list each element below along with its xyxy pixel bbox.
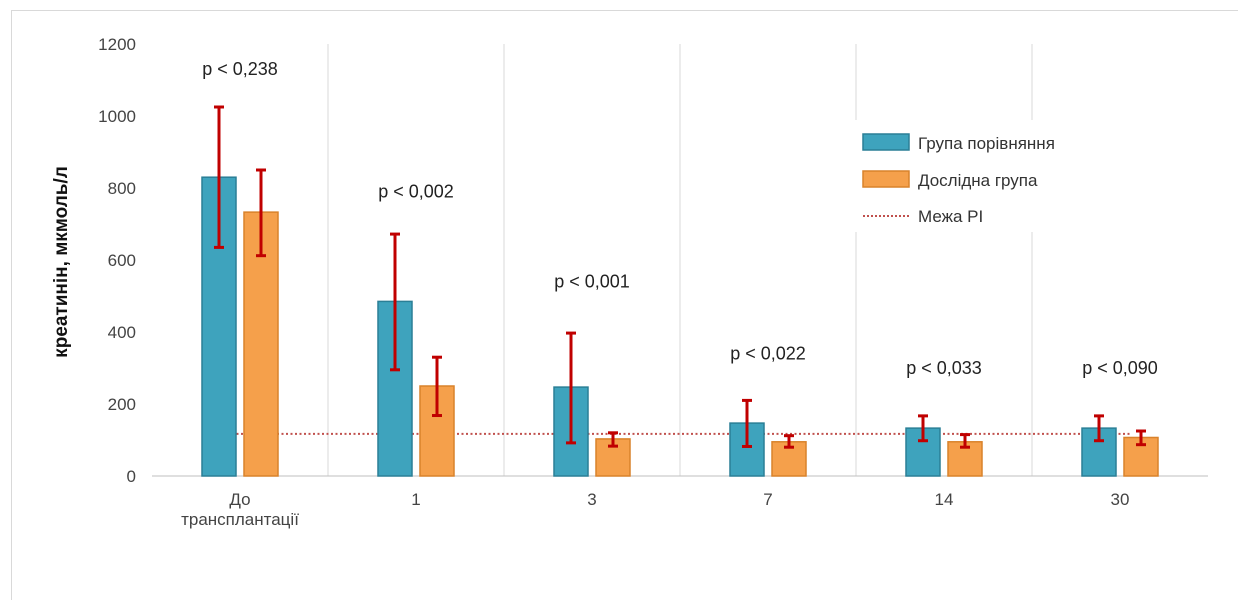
- bar-comparison: [905, 427, 941, 477]
- p-value-label: p < 0,022: [730, 344, 806, 364]
- legend-swatch-comparison: [862, 133, 910, 151]
- y-tick-label: 1000: [98, 107, 136, 126]
- legend-label-experimental: Дослідна група: [918, 171, 1038, 190]
- x-category-label: 7: [763, 490, 772, 509]
- y-tick-label: 600: [108, 251, 136, 270]
- p-value-label: p < 0,001: [554, 272, 630, 292]
- legend-swatch-experimental: [862, 170, 910, 188]
- y-tick-label: 0: [127, 467, 136, 486]
- y-tick-label: 800: [108, 179, 136, 198]
- p-value-label: p < 0,033: [906, 358, 982, 378]
- x-category-label-line: 3: [587, 490, 596, 509]
- x-category-label-line: До: [229, 490, 250, 509]
- p-value-label: p < 0,090: [1082, 358, 1158, 378]
- x-category-label-line: 30: [1111, 490, 1130, 509]
- x-category-label-line: 14: [935, 490, 954, 509]
- x-category-label: 1: [411, 490, 420, 509]
- x-category-label: 30: [1111, 490, 1130, 509]
- x-category-label-line: трансплантації: [181, 510, 299, 529]
- p-value-label: p < 0,002: [378, 182, 454, 202]
- legend-label-comparison: Група порівняння: [918, 134, 1055, 153]
- legend: Група порівняння Дослідна група Межа РІ: [852, 120, 1122, 232]
- x-category-label: 3: [587, 490, 596, 509]
- y-tick-label: 400: [108, 323, 136, 342]
- y-tick-label: 1200: [98, 35, 136, 54]
- y-tick-label: 200: [108, 395, 136, 414]
- legend-label-ri-limit: Межа РІ: [918, 207, 983, 226]
- p-value-label: p < 0,238: [202, 59, 278, 79]
- x-category-label: 14: [935, 490, 954, 509]
- x-category-label: До трансплантації: [181, 490, 299, 529]
- y-axis-label: креатинін, мкмоль/л: [51, 166, 72, 358]
- x-category-label-line: 7: [763, 490, 772, 509]
- x-category-label-line: 1: [411, 490, 420, 509]
- chart-frame: [11, 10, 1238, 600]
